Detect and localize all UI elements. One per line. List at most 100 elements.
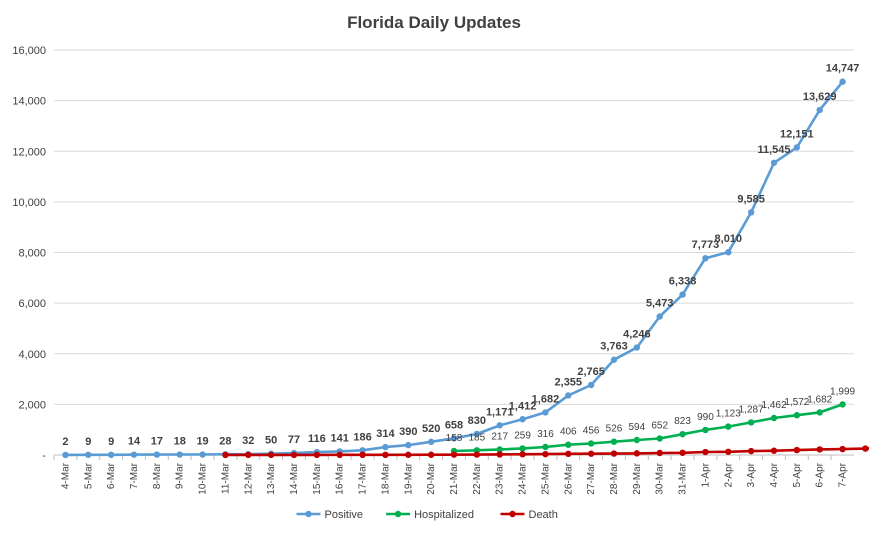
hospitalized-data-label: 652 — [651, 420, 668, 431]
legend-label-positive: Positive — [325, 509, 364, 521]
x-tick-label: 26-Mar — [563, 462, 574, 494]
death-point — [405, 451, 412, 458]
positive-data-label: 77 — [288, 434, 300, 446]
positive-data-label: 9 — [108, 436, 114, 448]
y-tick-label: - — [42, 450, 46, 462]
x-tick-label: 15-Mar — [312, 462, 323, 494]
legend-label-death: Death — [529, 509, 558, 521]
x-tick-label: 11-Mar — [220, 462, 231, 494]
positive-data-label: 19 — [196, 436, 208, 448]
hospitalized-point — [816, 409, 823, 416]
x-tick-label: 9-Mar — [175, 462, 186, 489]
positive-point — [610, 356, 618, 363]
x-tick-label: 10-Mar — [198, 462, 209, 494]
death-point — [862, 445, 869, 452]
death-point — [222, 451, 229, 459]
x-tick-label: 24-Mar — [518, 462, 529, 494]
positive-point — [382, 443, 389, 451]
death-point — [382, 451, 389, 459]
x-tick-label: 30-Mar — [655, 462, 666, 494]
hospitalized-point — [633, 436, 641, 444]
hospitalized-data-label: 158 — [446, 433, 463, 444]
hospitalized-series-line — [453, 403, 844, 453]
hospitalized-data-label: 456 — [583, 425, 600, 436]
death-point — [839, 445, 846, 453]
positive-data-label: 141 — [331, 432, 349, 444]
hospitalized-data-label: 1,682 — [807, 394, 832, 405]
x-tick-label: 29-Mar — [632, 462, 643, 494]
positive-data-label: 2 — [62, 436, 68, 448]
positive-data-label: 520 — [422, 423, 440, 435]
positive-data-label: 7,773 — [692, 239, 720, 251]
death-point — [245, 451, 252, 459]
hospitalized-data-label: 1,287 — [739, 404, 764, 415]
x-tick-label: 13-Mar — [266, 462, 277, 494]
x-tick-label: 4-Mar — [60, 462, 71, 489]
positive-data-label: 8,010 — [715, 233, 743, 245]
x-tick-label: 27-Mar — [586, 462, 597, 494]
hospitalized-data-label: 217 — [491, 432, 508, 443]
death-point — [267, 451, 275, 459]
x-tick-label: 22-Mar — [472, 462, 483, 494]
death-point — [450, 451, 458, 458]
x-tick-label: 2-Apr — [723, 462, 734, 487]
positive-data-label: 2,355 — [555, 376, 583, 388]
hospitalized-data-label: 594 — [629, 422, 646, 433]
positive-point — [725, 249, 732, 256]
x-tick-label: 3-Apr — [746, 462, 757, 487]
positive-point — [633, 344, 641, 351]
death-point — [473, 451, 481, 458]
positive-data-label: 6,338 — [669, 276, 697, 288]
positive-data-label: 18 — [174, 436, 186, 448]
positive-point — [565, 392, 572, 399]
x-tick-label: 16-Mar — [335, 462, 346, 494]
positive-data-label: 1,171 — [486, 406, 514, 418]
chart-title: Florida Daily Updates — [347, 13, 521, 32]
death-point — [359, 451, 366, 459]
y-tick-label: 2,000 — [18, 399, 46, 411]
positive-data-label: 11,545 — [757, 144, 790, 156]
positive-data-label: 17 — [151, 436, 163, 448]
positive-point — [176, 451, 183, 458]
positive-point — [519, 416, 526, 423]
positive-point — [199, 451, 206, 458]
x-tick-label: 8-Mar — [152, 462, 163, 489]
x-tick-label: 7-Apr — [838, 462, 849, 487]
positive-point — [816, 106, 823, 114]
positive-data-label: 32 — [242, 435, 254, 447]
positive-point — [793, 144, 801, 151]
positive-point — [542, 409, 549, 416]
positive-point — [496, 422, 503, 429]
positive-data-label: 314 — [376, 428, 395, 440]
legend-label-hospitalized: Hospitalized — [414, 509, 474, 521]
positive-point — [450, 435, 458, 442]
death-point — [427, 451, 435, 458]
x-tick-label: 18-Mar — [380, 462, 391, 494]
x-tick-label: 6-Apr — [815, 462, 826, 487]
hospitalized-point — [679, 430, 686, 438]
positive-point — [427, 438, 435, 446]
positive-data-label: 14 — [128, 436, 141, 448]
death-point — [770, 447, 778, 454]
x-tick-label: 6-Mar — [106, 462, 117, 489]
hospitalized-data-label: 1,572 — [784, 397, 809, 408]
positive-point — [153, 451, 161, 458]
series-layer — [62, 78, 869, 459]
positive-data-label: 2,765 — [577, 366, 605, 378]
hospitalized-data-label: 185 — [469, 432, 486, 443]
y-tick-label: 16,000 — [12, 45, 46, 57]
positive-data-label: 186 — [353, 431, 371, 443]
positive-point — [656, 313, 663, 320]
positive-point — [679, 291, 686, 298]
positive-data-label: 830 — [468, 415, 486, 427]
death-point — [747, 447, 755, 455]
positive-data-label: 3,763 — [600, 341, 628, 353]
y-tick-label: 6,000 — [18, 298, 46, 310]
positive-point — [839, 78, 846, 85]
legend: Positive Hospitalized Death — [296, 509, 558, 521]
hospitalized-point — [702, 426, 709, 434]
hospitalized-data-label: 990 — [697, 412, 714, 423]
positive-data-label: 28 — [219, 435, 231, 447]
death-point — [587, 450, 595, 457]
death-point — [519, 451, 526, 458]
